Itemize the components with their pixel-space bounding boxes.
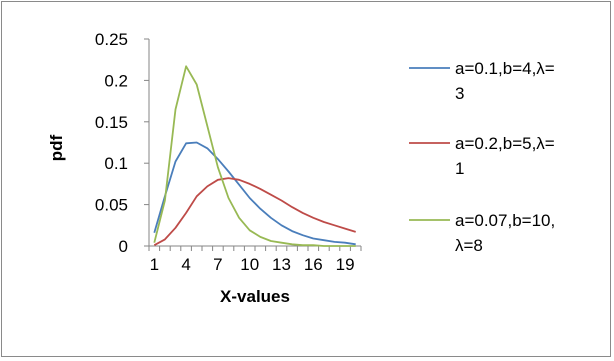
legend-label: 1 bbox=[455, 159, 464, 178]
legend-label: λ=8 bbox=[455, 236, 483, 255]
x-axis-label: X-values bbox=[220, 287, 290, 306]
series-line-3 bbox=[153, 65, 356, 247]
y-tick-label: 0.05 bbox=[95, 196, 128, 215]
x-tick-label: 10 bbox=[240, 255, 259, 274]
legend-label: a=0.1,b=4,λ= bbox=[455, 59, 555, 78]
series-line-1 bbox=[153, 141, 356, 246]
y-tick-label: 0 bbox=[119, 237, 128, 256]
legend-entry-2: a=0.2,b=5,λ= 1 bbox=[409, 134, 555, 178]
y-tick-label: 0.2 bbox=[104, 71, 128, 90]
legend-entry-1: a=0.1,b=4,λ= 3 bbox=[409, 59, 555, 103]
x-tick-label: 4 bbox=[181, 255, 190, 274]
y-tick-labels: 0 0.05 0.1 0.15 0.2 0.25 bbox=[95, 30, 128, 256]
series-lines bbox=[153, 65, 356, 247]
legend: a=0.1,b=4,λ= 3 a=0.2,b=5,λ= 1 a=0.07,b=10, λ=… bbox=[409, 59, 555, 255]
legend-label: a=0.07,b=10, bbox=[455, 211, 555, 230]
y-axis-label: pdf bbox=[47, 134, 66, 161]
x-tick-label: 19 bbox=[336, 255, 355, 274]
chart-frame: 0 0.05 0.1 0.15 0.2 0.25 1 4 7 10 13 16 19 pdf X-va… bbox=[1, 1, 611, 357]
legend-label: a=0.2,b=5,λ= bbox=[455, 134, 555, 153]
legend-entry-3: a=0.07,b=10, λ=8 bbox=[409, 211, 555, 255]
series-line-2 bbox=[153, 177, 356, 246]
x-tick-labels: 1 4 7 10 13 16 19 bbox=[150, 255, 355, 274]
x-tick-label: 7 bbox=[213, 255, 222, 274]
y-tick-label: 0.25 bbox=[95, 30, 128, 49]
axes bbox=[144, 38, 362, 251]
line-chart: 00.050.10.150.20.25 1 4 7 10 13 16 19 pdf X-va… bbox=[47, 30, 555, 306]
legend-label: 3 bbox=[455, 84, 464, 103]
x-tick-label: 16 bbox=[304, 255, 323, 274]
y-tick-label: 0.1 bbox=[104, 154, 128, 173]
y-tick-label: 0.15 bbox=[95, 113, 128, 132]
x-tick-label: 13 bbox=[272, 255, 291, 274]
x-tick-label: 1 bbox=[150, 255, 159, 274]
